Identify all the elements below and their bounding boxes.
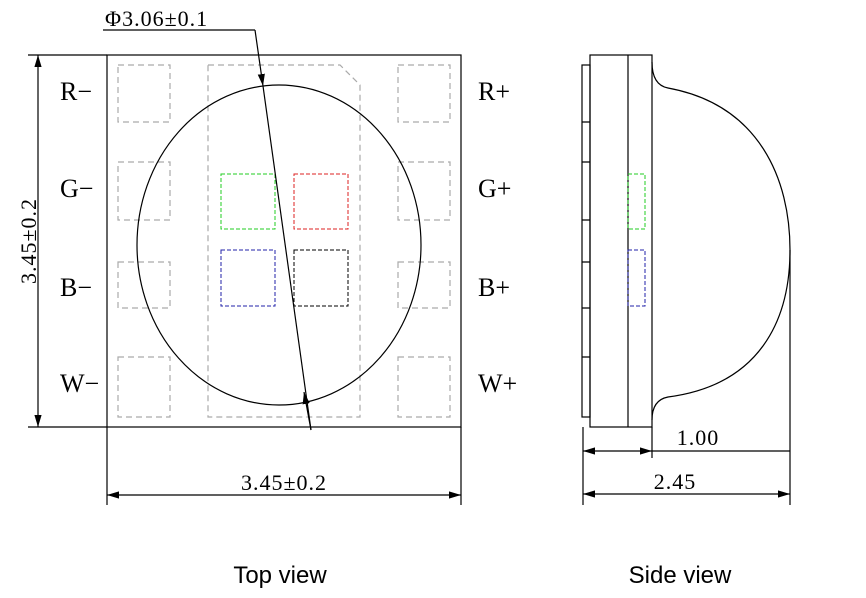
side-view: 1.00 2.45 Side view <box>581 54 791 589</box>
pads <box>117 64 451 418</box>
pin-label: R− <box>60 77 92 106</box>
green-chip <box>220 173 276 230</box>
diameter-arrow <box>302 391 312 431</box>
red-chip <box>293 173 349 230</box>
dome <box>651 61 791 421</box>
pad-ticks <box>582 121 590 358</box>
pin-label: B+ <box>478 273 510 302</box>
body-side <box>589 54 653 428</box>
total-dim: 2.45 <box>654 469 697 494</box>
green-chip-side <box>627 173 646 230</box>
pin-label: W+ <box>478 369 517 398</box>
white-chip <box>293 249 349 307</box>
pin-label: G− <box>60 174 93 203</box>
top-view: Φ3.06±0.1 3.45±0.2 3.45±0.2 R− G− B− W− R+ G+… <box>16 6 517 589</box>
caption: Top view <box>233 562 327 589</box>
diameter-label: Φ3.06±0.1 <box>105 6 208 31</box>
caption: Side view <box>629 562 732 589</box>
blue-chip-side <box>627 249 646 307</box>
pin-label: B− <box>60 273 92 302</box>
pin-label: R+ <box>478 77 510 106</box>
pin-label: W− <box>60 369 99 398</box>
pin-labels: R− G− B− W− R+ G+ B+ W+ <box>60 77 517 398</box>
diameter-line <box>262 85 312 431</box>
inner-dim: 1.00 <box>677 425 720 450</box>
diameter-arrow <box>254 29 265 87</box>
pad-side <box>581 64 591 418</box>
width-label: 3.45±0.2 <box>241 470 327 495</box>
pin-label: G+ <box>478 174 511 203</box>
blue-chip <box>220 249 276 307</box>
package-outline <box>106 54 462 428</box>
lens <box>136 84 422 406</box>
height-label: 3.45±0.2 <box>16 198 41 284</box>
